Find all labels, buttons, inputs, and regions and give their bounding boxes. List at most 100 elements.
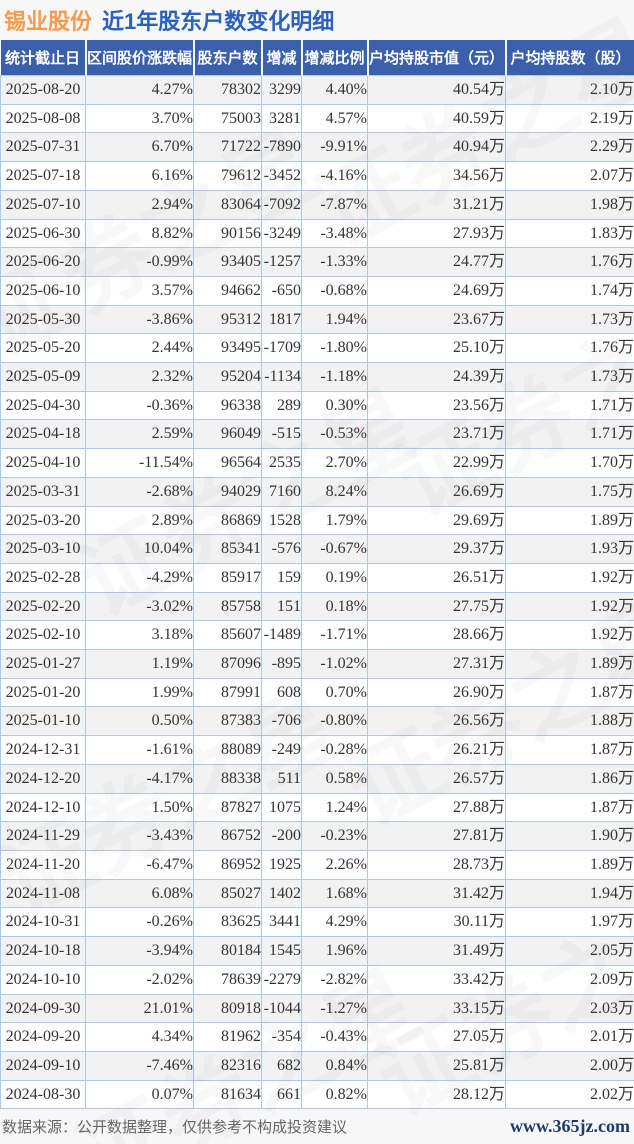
cell-price-change: 6.08%	[85, 878, 194, 909]
cell-holders: 80918	[193, 993, 262, 1024]
cell-holders: 78639	[193, 964, 262, 995]
cell-price-change: -0.26%	[85, 907, 194, 938]
cell-change-pct: 0.58%	[301, 763, 368, 794]
cell-avg-value: 24.39万	[367, 362, 506, 392]
table-row: 2024-08-30 0.07% 81634 661 0.82% 28.12万 2.02万	[0, 1079, 634, 1110]
cell-change-pct: -0.28%	[301, 735, 368, 765]
cell-change-pct: 0.19%	[301, 562, 368, 593]
cell-avg-value: 26.57万	[367, 763, 506, 794]
cell-change: 661	[261, 1079, 302, 1110]
cell-holders: 83625	[193, 907, 262, 938]
cell-avg-shares: 1.90万	[505, 821, 634, 851]
cell-avg-shares: 1.71万	[505, 419, 634, 450]
cell-avg-shares: 1.76万	[505, 247, 634, 277]
title-subtitle: 近1年股东户数变化明细	[102, 9, 335, 34]
cell-holders: 96564	[193, 448, 262, 478]
cell-avg-value: 28.66万	[367, 620, 506, 651]
cell-change-pct: -0.53%	[301, 419, 368, 450]
table-row: 2025-02-20 -3.02% 85758 151 0.18% 27.75万 1.92万	[0, 591, 634, 622]
cell-avg-shares: 1.88万	[505, 706, 634, 737]
cell-avg-shares: 2.01万	[505, 1022, 634, 1052]
cell-avg-shares: 1.73万	[505, 362, 634, 392]
cell-holders: 96049	[193, 419, 262, 450]
cell-holders: 81962	[193, 1022, 262, 1052]
cell-date: 2025-02-10	[0, 620, 86, 651]
cell-avg-shares: 1.74万	[505, 275, 634, 306]
cell-avg-shares: 1.89万	[505, 649, 634, 679]
cell-holders: 88089	[193, 735, 262, 765]
table-row: 2025-04-18 2.59% 96049 -515 -0.53% 23.71万 1.71…	[0, 419, 634, 450]
table-row: 2025-07-18 6.16% 79612 -3452 -4.16% 34.56万 2.0…	[0, 161, 634, 191]
cell-avg-shares: 2.03万	[505, 993, 634, 1024]
cell-change: -515	[261, 419, 302, 450]
cell-change-pct: -2.82%	[301, 964, 368, 995]
cell-avg-value: 25.10万	[367, 333, 506, 364]
cell-change-pct: -0.80%	[301, 706, 368, 737]
cell-price-change: -3.86%	[85, 304, 194, 335]
table-row: 2024-12-20 -4.17% 88338 511 0.58% 26.57万 1.86万	[0, 763, 634, 794]
table-row: 2025-06-10 3.57% 94662 -650 -0.68% 24.69万 1.74…	[0, 275, 634, 306]
cell-change-pct: 1.94%	[301, 304, 368, 335]
cell-date: 2025-03-31	[0, 476, 86, 507]
table-row: 2025-05-09 2.32% 95204 -1134 -1.18% 24.39万 1.7…	[0, 362, 634, 392]
cell-avg-value: 23.67万	[367, 304, 506, 335]
cell-avg-shares: 2.09万	[505, 964, 634, 995]
cell-avg-shares: 1.75万	[505, 476, 634, 507]
cell-avg-value: 40.54万	[367, 75, 506, 105]
table-row: 2025-02-28 -4.29% 85917 159 0.19% 26.51万 1.92万	[0, 562, 634, 593]
cell-price-change: 6.16%	[85, 161, 194, 191]
cell-date: 2024-11-08	[0, 878, 86, 909]
cell-avg-value: 27.75万	[367, 591, 506, 622]
cell-change: 682	[261, 1050, 302, 1081]
cell-date: 2024-12-31	[0, 735, 86, 765]
cell-change: -895	[261, 649, 302, 679]
cell-change-pct: -4.16%	[301, 161, 368, 191]
cell-change: -7890	[261, 132, 302, 163]
cell-change: 3299	[261, 75, 302, 105]
cell-holders: 87383	[193, 706, 262, 737]
cell-change-pct: -0.23%	[301, 821, 368, 851]
cell-price-change: -2.68%	[85, 476, 194, 507]
cell-holders: 81634	[193, 1079, 262, 1110]
cell-change: 1925	[261, 849, 302, 880]
cell-avg-shares: 1.87万	[505, 735, 634, 765]
table-row: 2025-06-30 8.82% 90156 -3249 -3.48% 27.93万 1.8…	[0, 218, 634, 249]
cell-price-change: -4.17%	[85, 763, 194, 794]
cell-holders: 90156	[193, 218, 262, 249]
cell-change-pct: 2.70%	[301, 448, 368, 478]
cell-avg-value: 22.99万	[367, 448, 506, 478]
cell-date: 2025-05-20	[0, 333, 86, 364]
table-row: 2025-01-10 0.50% 87383 -706 -0.80% 26.56万 1.88…	[0, 706, 634, 737]
cell-date: 2025-07-10	[0, 189, 86, 220]
cell-avg-value: 27.31万	[367, 649, 506, 679]
cell-avg-value: 30.11万	[367, 907, 506, 938]
table-row: 2025-03-10 10.04% 85341 -576 -0.67% 29.37万 1.9…	[0, 534, 634, 564]
cell-holders: 93405	[193, 247, 262, 277]
cell-holders: 87096	[193, 649, 262, 679]
table-body: 2025-08-20 4.27% 78302 3299 4.40% 40.54万 2.10万…	[0, 75, 634, 1110]
cell-holders: 83064	[193, 189, 262, 220]
cell-holders: 86952	[193, 849, 262, 880]
cell-avg-value: 23.71万	[367, 419, 506, 450]
cell-avg-value: 25.81万	[367, 1050, 506, 1081]
cell-date: 2025-07-31	[0, 132, 86, 163]
site-link[interactable]: www.365jz.com	[510, 1116, 630, 1137]
cell-change: 7160	[261, 476, 302, 507]
cell-date: 2025-02-20	[0, 591, 86, 622]
cell-price-change: 3.70%	[85, 103, 194, 134]
cell-price-change: -7.46%	[85, 1050, 194, 1081]
table-row: 2025-08-20 4.27% 78302 3299 4.40% 40.54万 2.10万	[0, 75, 634, 105]
table-row: 2024-12-31 -1.61% 88089 -249 -0.28% 26.21万 1.8…	[0, 735, 634, 765]
cell-change: -7092	[261, 189, 302, 220]
cell-avg-shares: 2.07万	[505, 161, 634, 191]
cell-holders: 71722	[193, 132, 262, 163]
cell-avg-value: 26.90万	[367, 677, 506, 708]
table-row: 2024-11-20 -6.47% 86952 1925 2.26% 28.73万 1.89…	[0, 849, 634, 880]
cell-date: 2024-12-20	[0, 763, 86, 794]
cell-change-pct: 1.68%	[301, 878, 368, 909]
cell-price-change: 6.70%	[85, 132, 194, 163]
cell-change: -3249	[261, 218, 302, 249]
cell-change: -1709	[261, 333, 302, 364]
table-row: 2025-08-08 3.70% 75003 3281 4.57% 40.59万 2.19万	[0, 103, 634, 134]
cell-change-pct: -1.71%	[301, 620, 368, 651]
